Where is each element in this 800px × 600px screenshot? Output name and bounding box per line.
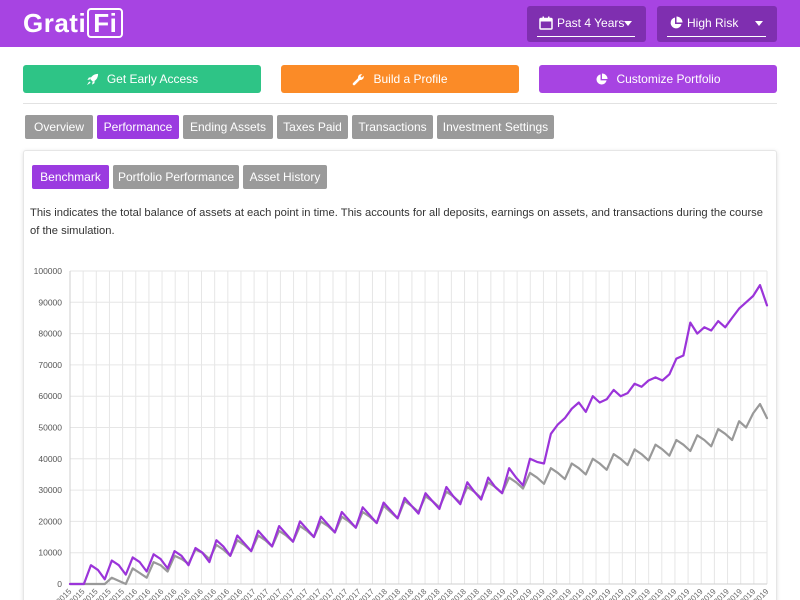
tab-ending-assets-label: Ending Assets — [189, 120, 267, 134]
tab-asset-history-label: Asset History — [249, 170, 321, 184]
tab-investment-settings-label: Investment Settings — [442, 120, 549, 134]
y-tick-label: 0 — [57, 579, 62, 589]
tab-transactions[interactable]: Transactions — [352, 115, 433, 139]
risk-select-label: High Risk — [687, 16, 739, 30]
y-tick-label: 80000 — [38, 329, 62, 339]
tab-overview-label: Overview — [33, 120, 84, 134]
build-profile-label: Build a Profile — [373, 72, 448, 86]
build-profile-button[interactable]: Build a Profile — [281, 65, 519, 93]
tab-investment-settings[interactable]: Investment Settings — [437, 115, 554, 139]
tab-benchmark-label: Benchmark — [40, 170, 101, 184]
purple-series-line — [68, 284, 769, 586]
tab-overview[interactable]: Overview — [25, 115, 93, 139]
pie-chart-icon — [596, 72, 609, 85]
tab-portfolio-performance-label: Portfolio Performance — [117, 170, 235, 184]
customize-portfolio-label: Customize Portfolio — [616, 72, 721, 86]
y-tick-label: 70000 — [38, 360, 62, 370]
y-tick-label: 10000 — [38, 548, 62, 558]
tab-performance[interactable]: Performance — [97, 115, 179, 139]
tab-benchmark[interactable]: Benchmark — [32, 165, 109, 189]
tab-portfolio-performance[interactable]: Portfolio Performance — [113, 165, 239, 189]
chevron-down-icon — [624, 21, 632, 26]
y-tick-label: 30000 — [38, 485, 62, 495]
y-tick-label: 60000 — [38, 391, 62, 401]
tab-transactions-label: Transactions — [358, 120, 427, 134]
calendar-icon — [539, 16, 553, 30]
tab-taxes-paid-label: Taxes Paid — [283, 120, 342, 134]
tab-taxes-paid[interactable]: Taxes Paid — [277, 115, 348, 139]
y-tick-label: 20000 — [38, 516, 62, 526]
logo-box-text: Fi — [87, 8, 124, 38]
y-tick-label: 90000 — [38, 297, 62, 307]
period-select[interactable]: Past 4 Years — [527, 6, 646, 42]
get-early-access-label: Get Early Access — [106, 72, 199, 86]
top-bar: Grati Fi Past 4 Years High Risk — [0, 0, 800, 47]
get-early-access-button[interactable]: Get Early Access — [23, 65, 261, 93]
balance-line-chart: 2015201520152015201520162016201620162016… — [34, 266, 771, 600]
grey-series-line — [68, 402, 769, 586]
y-tick-label: 100000 — [34, 266, 63, 276]
y-tick-label: 50000 — [38, 423, 62, 433]
customize-portfolio-button[interactable]: Customize Portfolio — [539, 65, 777, 93]
chart-description: This indicates the total balance of asse… — [30, 207, 763, 237]
risk-select-underline — [667, 36, 766, 37]
tab-asset-history[interactable]: Asset History — [243, 165, 327, 189]
y-tick-label: 40000 — [38, 454, 62, 464]
gratifi-logo[interactable]: Grati Fi — [23, 7, 124, 39]
section-divider — [23, 103, 777, 104]
tab-performance-label: Performance — [103, 120, 173, 134]
wrench-icon — [353, 73, 365, 85]
period-select-underline — [537, 36, 635, 37]
risk-select[interactable]: High Risk — [657, 6, 777, 42]
pie-chart-icon — [670, 16, 683, 29]
logo-text: Grati — [23, 7, 87, 38]
period-select-label: Past 4 Years — [557, 16, 625, 30]
rocket-icon — [86, 73, 98, 85]
tab-ending-assets[interactable]: Ending Assets — [183, 115, 273, 139]
chevron-down-icon — [755, 21, 763, 26]
